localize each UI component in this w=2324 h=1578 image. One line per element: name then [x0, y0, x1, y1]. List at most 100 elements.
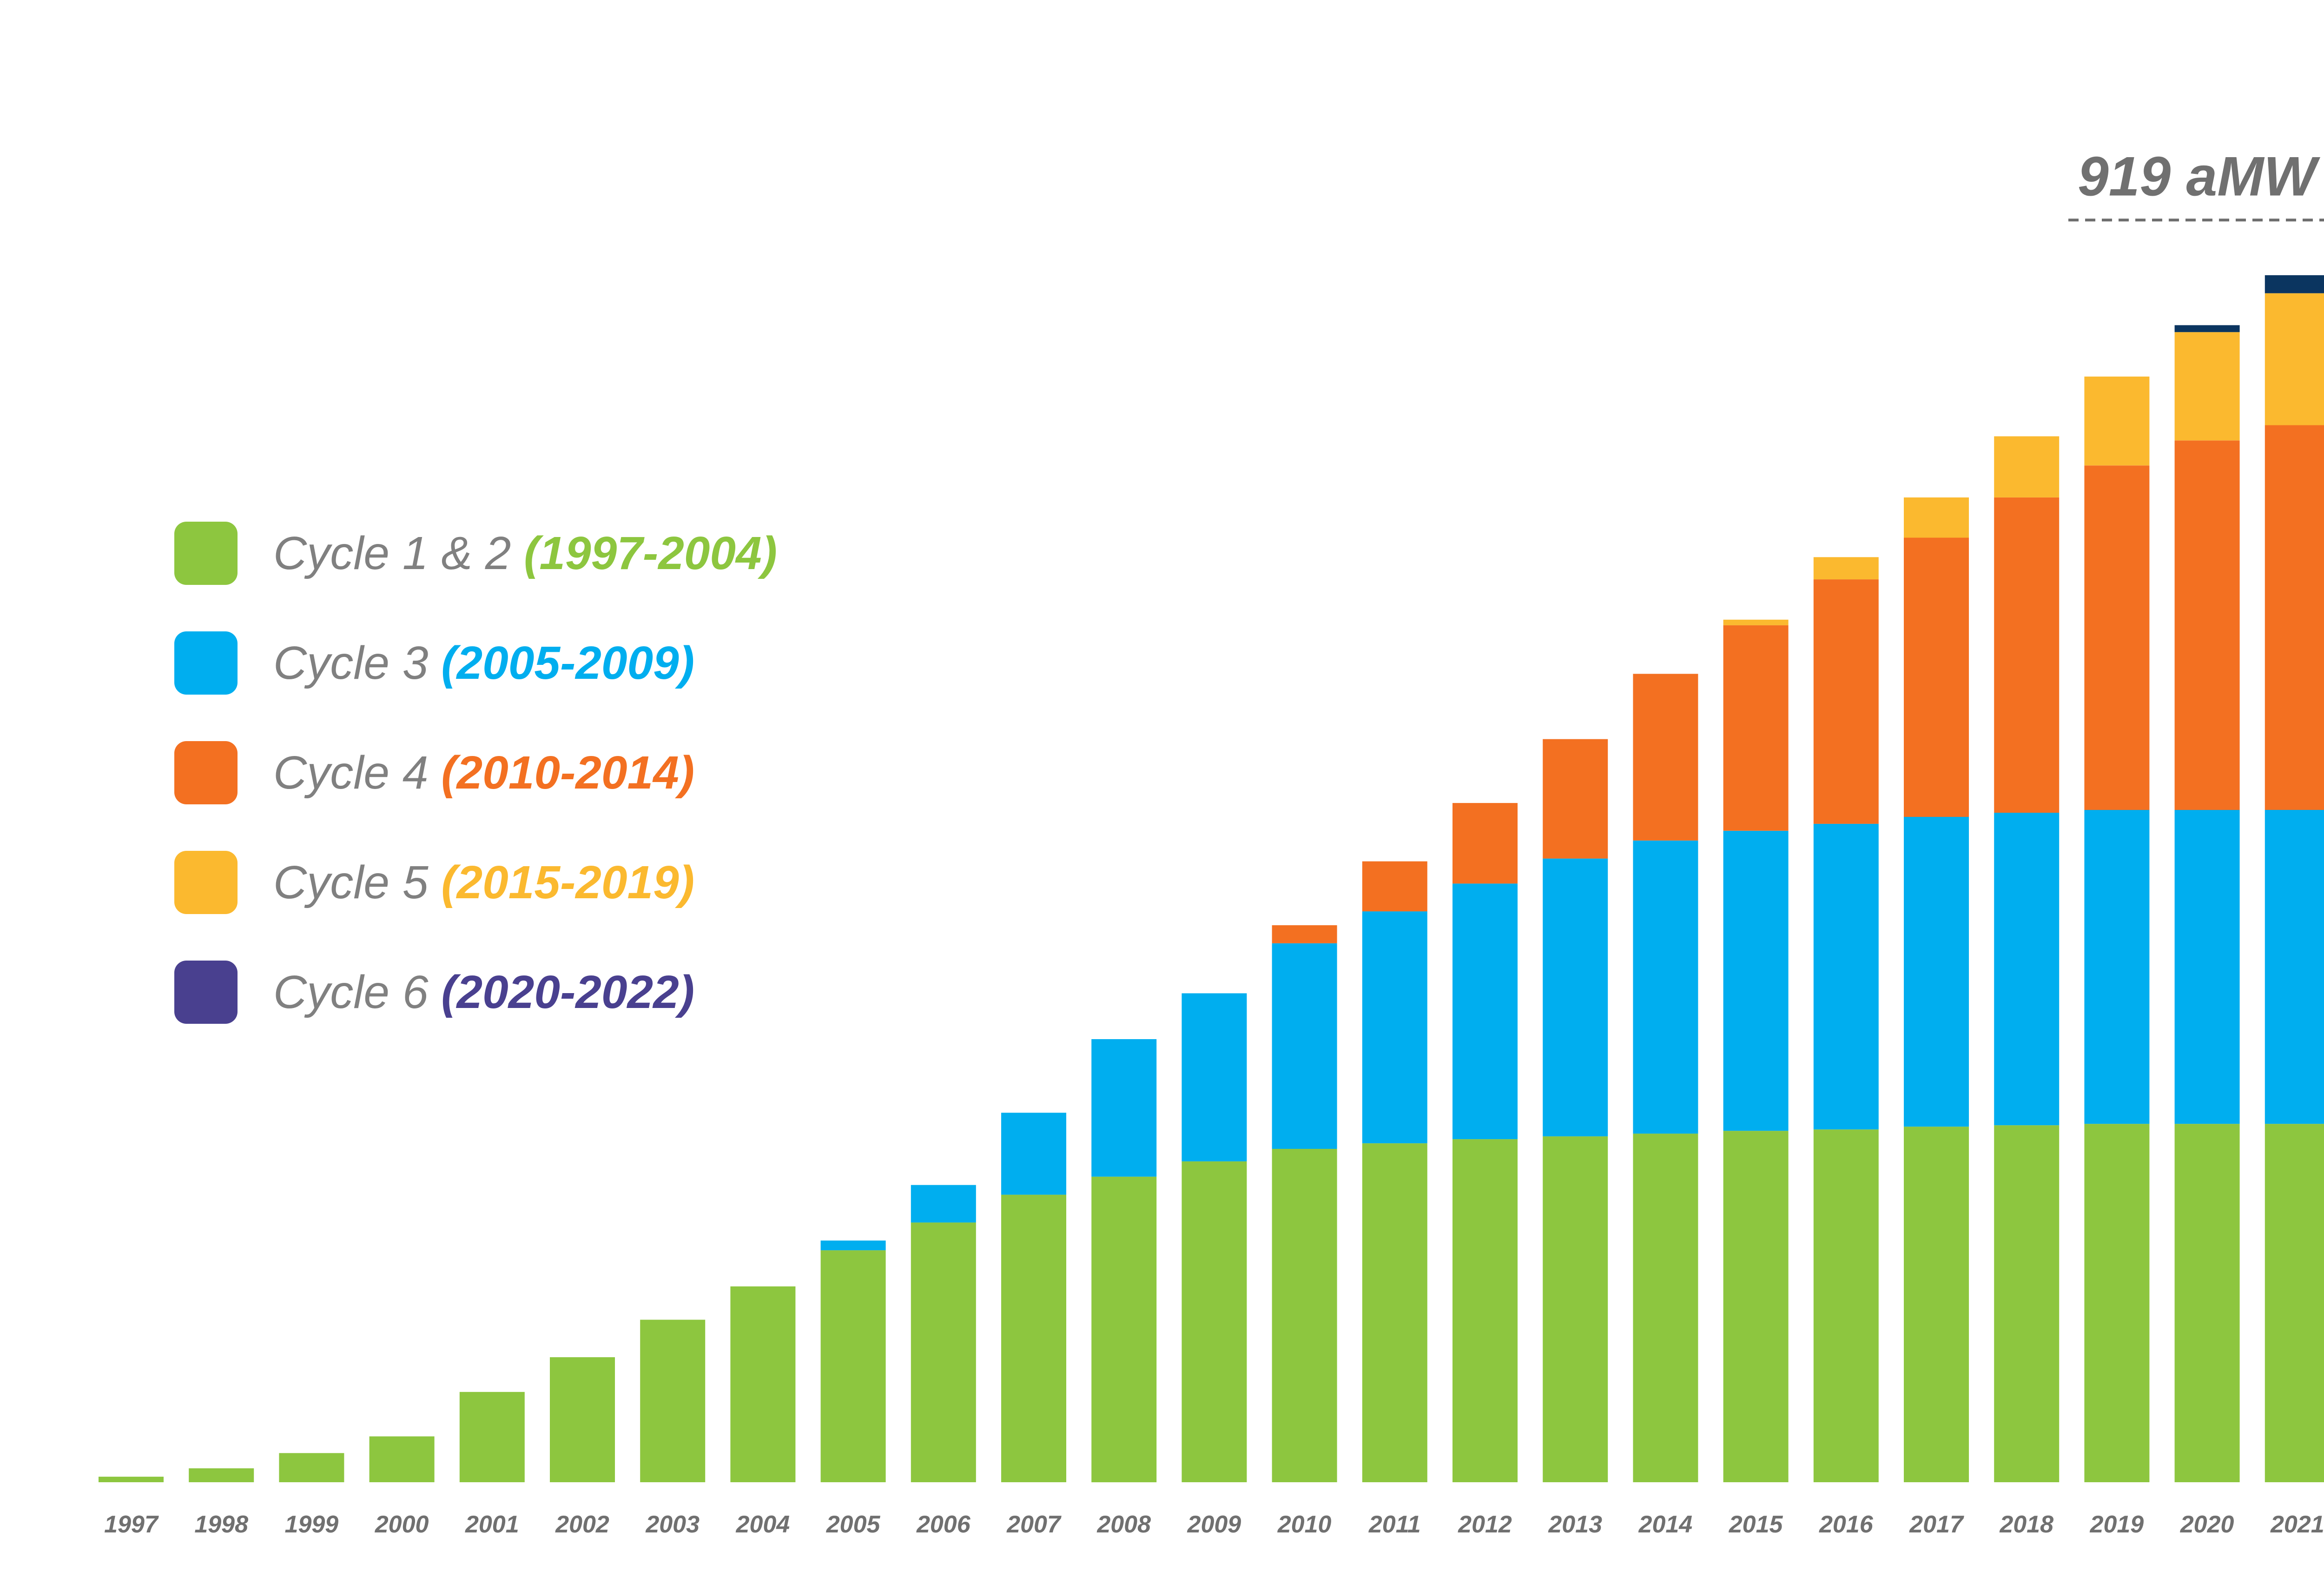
x-tick-1998: 1998 — [194, 1511, 248, 1538]
legend-entry-4: Cycle 5 (2015-2019) — [273, 856, 694, 908]
x-tick-2021: 2021 — [2270, 1511, 2324, 1538]
bar-segment-2010-series-1 — [1272, 1149, 1337, 1482]
bar-segment-2008-series-2 — [1091, 1039, 1157, 1177]
x-axis-tick-labels: 1997 1998 1999 2000 2001 2002 2003 2004 2005 2006… — [104, 1511, 2324, 1538]
bar-segment-2021-series-5 — [2265, 275, 2324, 293]
x-tick-2017: 2017 — [1909, 1511, 1964, 1538]
bar-segment-2016-series-2 — [1813, 823, 1879, 1130]
legend-entry-5: Cycle 6 (2020-2022) — [273, 966, 694, 1018]
bar-segment-2019-series-1 — [2084, 1124, 2150, 1482]
bar-segment-2017-series-4 — [1904, 497, 1969, 538]
bar-segment-2021-series-3 — [2265, 425, 2324, 810]
legend-entry-1: Cycle 1 & 2 (1997-2004) — [273, 527, 777, 579]
bar-segment-2016-series-4 — [1813, 557, 1879, 580]
legend-series-range: (2010-2014) — [441, 747, 694, 799]
bar-segment-1997-series-1 — [99, 1477, 164, 1482]
x-tick-2007: 2007 — [1006, 1511, 1062, 1538]
legend-series-name: Cycle 1 & 2 — [273, 527, 524, 579]
bar-segment-2005-series-1 — [820, 1250, 886, 1482]
bar-segment-2020-series-5 — [2174, 325, 2240, 332]
x-tick-1999: 1999 — [285, 1511, 339, 1538]
bar-segment-2016-series-1 — [1813, 1129, 1879, 1482]
bar-segment-2001-series-1 — [459, 1392, 525, 1482]
bar-segment-2020-series-3 — [2174, 440, 2240, 810]
bar-segment-2003-series-1 — [640, 1319, 706, 1482]
x-tick-2011: 2011 — [1368, 1511, 1421, 1538]
bar-segment-2009-series-1 — [1182, 1161, 1247, 1482]
bar-segment-2019-series-4 — [2084, 376, 2150, 466]
legend-series-range: (2005-2009) — [441, 637, 694, 689]
bar-segment-2014-series-3 — [1633, 674, 1698, 841]
x-tick-2004: 2004 — [736, 1511, 790, 1538]
bar-segment-2019-series-3 — [2084, 465, 2150, 810]
x-tick-2003: 2003 — [645, 1511, 700, 1538]
legend-series-range: (1997-2004) — [524, 527, 777, 579]
bar-segment-2012-series-3 — [1452, 803, 1518, 884]
bar-segment-2005-series-2 — [820, 1240, 886, 1251]
bar-segment-2006-series-1 — [911, 1222, 976, 1482]
bar-segment-2018-series-4 — [1994, 436, 2060, 497]
x-tick-2010: 2010 — [1277, 1511, 1332, 1538]
bar-segment-2000-series-1 — [369, 1436, 435, 1482]
bar-segment-1998-series-1 — [189, 1468, 254, 1482]
x-tick-2002: 2002 — [555, 1511, 609, 1538]
bar-segment-2021-series-2 — [2265, 810, 2324, 1124]
bar-segment-2018-series-1 — [1994, 1125, 2060, 1482]
bar-segment-2020-series-2 — [2174, 810, 2240, 1124]
x-tick-2005: 2005 — [826, 1511, 881, 1538]
bar-segment-2014-series-2 — [1633, 840, 1698, 1134]
x-tick-1997: 1997 — [104, 1511, 159, 1538]
bar-segment-2012-series-2 — [1452, 883, 1518, 1140]
bar-segment-2019-series-2 — [2084, 810, 2150, 1124]
legend-swatch-4 — [174, 851, 238, 914]
bar-segment-2011-series-2 — [1362, 911, 1427, 1143]
x-tick-2014: 2014 — [1638, 1511, 1693, 1538]
bar-segment-2006-series-2 — [911, 1185, 976, 1223]
bar-segment-2013-series-3 — [1543, 739, 1608, 859]
legend-swatch-3 — [174, 741, 238, 804]
legend-series-name: Cycle 4 — [273, 747, 441, 799]
bar-segment-2004-series-1 — [730, 1286, 796, 1482]
bar-segment-2011-series-3 — [1362, 861, 1427, 912]
bar-segment-2021-series-1 — [2265, 1124, 2324, 1482]
bar-segment-2018-series-3 — [1994, 497, 2060, 813]
bar-segment-2013-series-1 — [1543, 1136, 1608, 1482]
bar-segment-2010-series-2 — [1272, 943, 1337, 1149]
bar-segment-2017-series-3 — [1904, 537, 1969, 817]
bar-segment-2021-series-4 — [2265, 293, 2324, 425]
bar-segment-2002-series-1 — [550, 1357, 615, 1482]
x-tick-2020: 2020 — [2180, 1511, 2234, 1538]
bar-segment-2020-series-4 — [2174, 332, 2240, 441]
bar-segment-2017-series-1 — [1904, 1127, 1969, 1482]
legend-series-name: Cycle 3 — [273, 637, 441, 689]
bar-segment-2015-series-4 — [1723, 619, 1789, 625]
bar-segment-2008-series-1 — [1091, 1176, 1157, 1483]
x-tick-2001: 2001 — [465, 1511, 519, 1538]
bar-segment-2015-series-2 — [1723, 830, 1789, 1131]
x-tick-2016: 2016 — [1819, 1511, 1874, 1538]
total-annotation: 919 aMW — [2068, 145, 2324, 222]
x-tick-2006: 2006 — [916, 1511, 971, 1538]
bar-segment-2014-series-1 — [1633, 1134, 1698, 1482]
legend-swatch-1 — [174, 522, 238, 585]
x-tick-2012: 2012 — [1458, 1511, 1512, 1538]
bar-segment-2020-series-1 — [2174, 1124, 2240, 1482]
bar-segment-2007-series-2 — [1001, 1113, 1066, 1195]
x-tick-2000: 2000 — [375, 1511, 429, 1538]
x-tick-2013: 2013 — [1548, 1511, 1602, 1538]
bar-segment-2017-series-2 — [1904, 817, 1969, 1127]
legend-series-name: Cycle 5 — [273, 856, 441, 908]
bar-area — [99, 275, 2324, 1483]
legend-series-range: (2015-2019) — [441, 856, 694, 908]
x-tick-2018: 2018 — [1999, 1511, 2053, 1538]
legend-swatch-2 — [174, 631, 238, 695]
bar-segment-2010-series-3 — [1272, 925, 1337, 943]
annotation-label: 919 aMW — [2078, 145, 2320, 207]
bar-segment-2015-series-1 — [1723, 1131, 1789, 1482]
bar-segment-2007-series-1 — [1001, 1194, 1066, 1482]
legend-series-name: Cycle 6 — [273, 966, 441, 1018]
legend-swatch-5 — [174, 961, 238, 1024]
bar-segment-2015-series-3 — [1723, 625, 1789, 831]
x-tick-2008: 2008 — [1096, 1511, 1151, 1538]
